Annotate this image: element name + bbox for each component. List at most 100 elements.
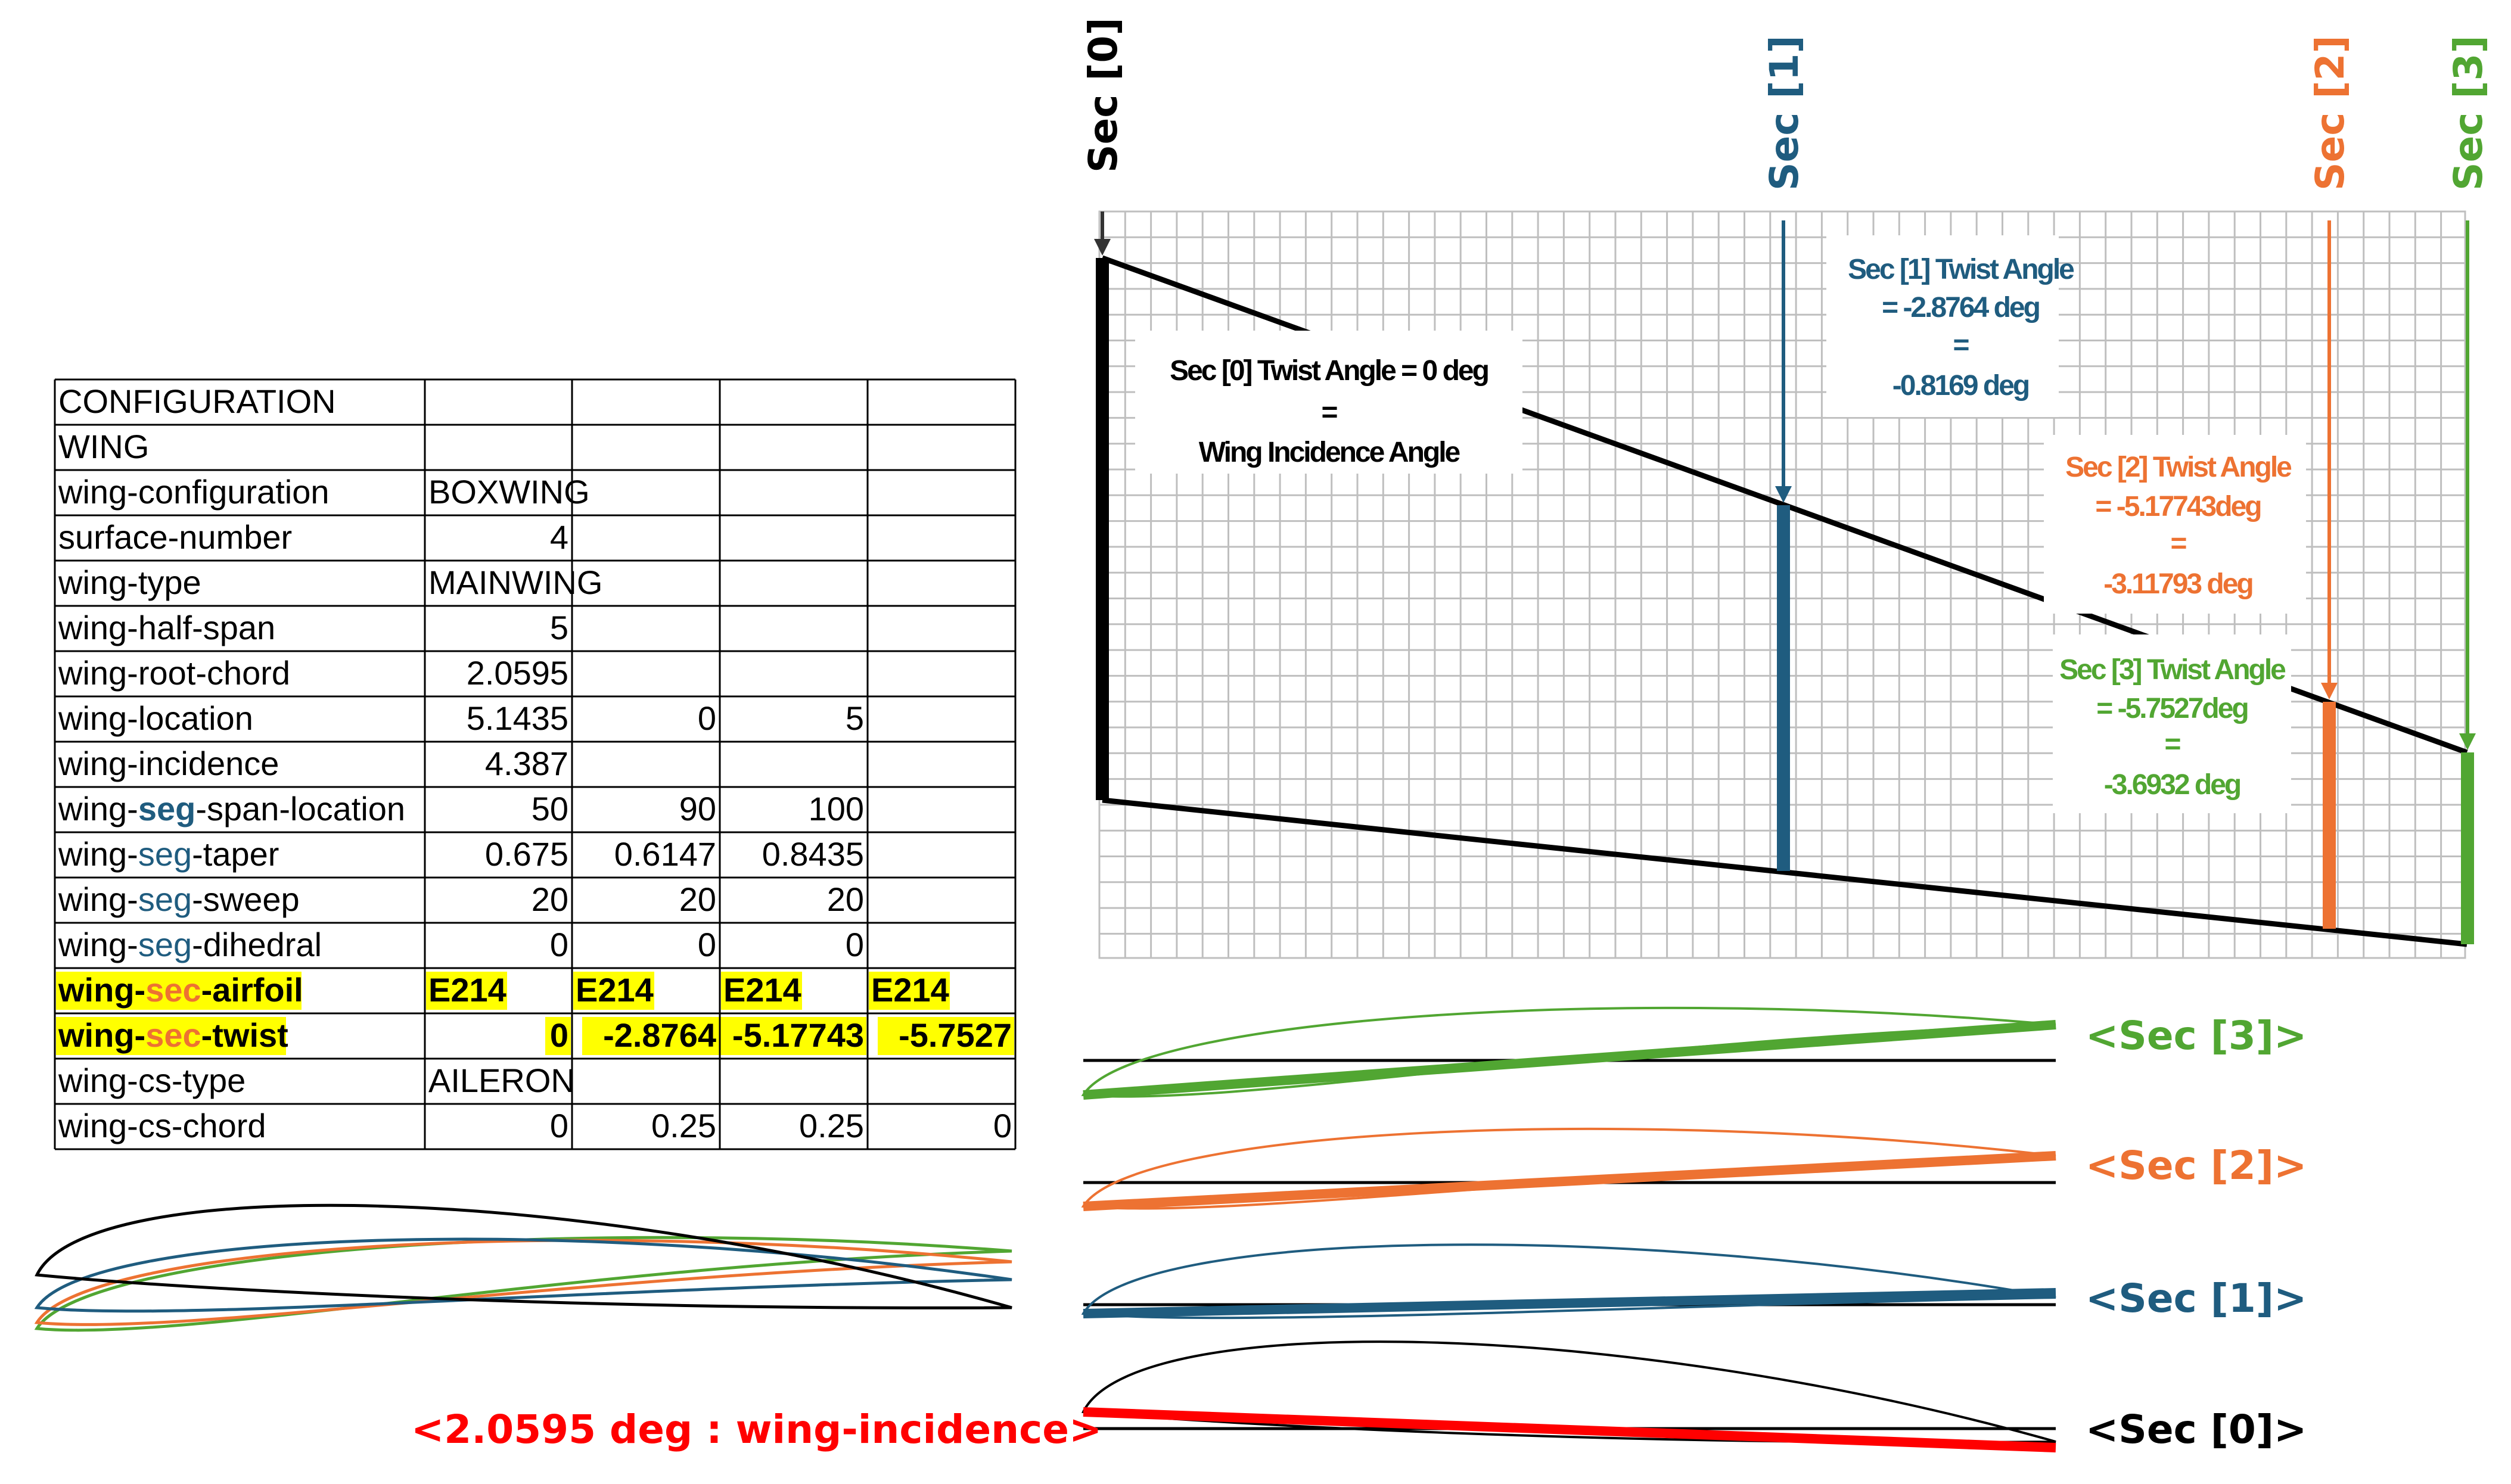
row-label: wing-configuration — [58, 473, 329, 511]
callout-line: Sec [2] Twist Angle — [2065, 452, 2292, 483]
table-cell: 0.25 — [651, 1107, 716, 1144]
row-label: wing-type — [58, 564, 201, 601]
airfoil-label: <Sec [1]> — [2086, 1275, 2307, 1321]
arrow-head — [1094, 239, 1111, 256]
chord-line — [1083, 1151, 2056, 1211]
overlay-airfoil — [34, 1239, 1012, 1327]
row-label-part: wing- — [58, 926, 138, 963]
callout-line: = — [1953, 329, 1969, 361]
row-label-part: surface-number — [58, 518, 292, 556]
section-chord — [1777, 505, 1790, 871]
row-label-part: wing-incidence — [58, 745, 279, 782]
table-cell: 20 — [827, 881, 864, 918]
table-cell: E214 — [576, 971, 654, 1009]
table-cell: 0.25 — [799, 1107, 864, 1144]
row-label-part: wing-location — [58, 699, 253, 737]
row-label-part: -dihedral — [192, 926, 322, 963]
row-label-part: seg — [138, 835, 192, 873]
airfoil-label: <Sec [2]> — [2086, 1143, 2307, 1189]
row-label-part: wing-configuration — [58, 473, 329, 511]
row-label-part: -airfoil — [201, 971, 303, 1009]
table-cell: 0.8435 — [762, 835, 864, 873]
row-label-part: wing-type — [58, 564, 201, 601]
callout-line: = — [2170, 528, 2186, 559]
callout-line: = -2.8764 deg — [1882, 292, 2040, 323]
trailing-edge — [1102, 797, 2468, 947]
table-cell: 0.675 — [485, 835, 568, 873]
table-cell: 0 — [550, 926, 568, 963]
table-cell: 4 — [550, 518, 568, 556]
table-cell: 20 — [679, 881, 716, 918]
row-label: wing-sec-twist — [58, 1016, 288, 1054]
table-cell: 100 — [809, 790, 864, 827]
table-cell: -2.8764 — [603, 1016, 716, 1054]
callout-line: Sec [0] Twist Angle = 0 deg — [1170, 355, 1488, 387]
arrow-head — [2459, 733, 2476, 750]
row-label-part: -sweep — [192, 881, 300, 918]
table-cell: 5 — [550, 609, 568, 646]
section-chord — [2323, 702, 2336, 929]
row-label-part: -taper — [192, 835, 279, 873]
callout-line: = -5.7527deg — [2096, 693, 2248, 724]
table-cell: E214 — [871, 971, 949, 1009]
callout-box — [1135, 331, 1522, 474]
section-markers: Sec [0] Sec [1] Sec [2] Sec [3] — [1080, 17, 2491, 944]
section-label: Sec [3] — [2445, 35, 2491, 191]
arrow-head — [2321, 683, 2338, 699]
row-label: wing-seg-dihedral — [58, 926, 322, 963]
callout-box — [2053, 634, 2291, 813]
highlight — [711, 1017, 866, 1055]
highlight — [545, 1017, 571, 1055]
row-label-part: wing- — [58, 1016, 145, 1054]
overlay-airfoil — [34, 1237, 1012, 1313]
arrow-head — [1775, 486, 1792, 503]
overlay-airfoil — [34, 1236, 1012, 1332]
table-cell: AILERON — [428, 1062, 575, 1099]
row-label-part: seg — [138, 790, 196, 827]
table-cell: 0.6147 — [614, 835, 716, 873]
twist-callouts: Sec [0] Twist Angle = 0 deg = Wing Inciden… — [1135, 235, 2306, 813]
table-cell: 0 — [550, 1107, 568, 1144]
section-airfoils: <Sec [0]> <Sec [1]> <Sec [2]> <Sec [3]> <2.0… — [411, 1006, 2307, 1452]
callout-line: Wing Incidence Angle — [1199, 437, 1460, 468]
callout-line: -3.6932 deg — [2104, 769, 2240, 801]
table-cell: BOXWING — [428, 473, 590, 511]
table-cell: 4.387 — [485, 745, 568, 782]
row-label-part: sec — [145, 971, 201, 1009]
row-label: WING — [58, 428, 149, 465]
row-label: wing-seg-taper — [58, 835, 279, 873]
table-cell: 0 — [698, 699, 716, 737]
row-label: wing-sec-airfoil — [58, 971, 303, 1009]
table-cell: -5.17743 — [732, 1016, 864, 1054]
table-cell: 90 — [679, 790, 716, 827]
highlight — [869, 972, 950, 1010]
chord-line — [1083, 1020, 2056, 1100]
callout-line: = — [2164, 729, 2180, 760]
row-label-part: -span-location — [195, 790, 405, 827]
row-label: wing-cs-type — [58, 1062, 245, 1099]
row-label: CONFIGURATION — [58, 382, 336, 420]
row-label: wing-cs-chord — [58, 1107, 266, 1144]
table-cell: 0 — [993, 1107, 1012, 1144]
row-label-part: -twist — [201, 1016, 288, 1054]
section-label: Sec [2] — [2307, 35, 2353, 191]
row-label: wing-location — [58, 699, 253, 737]
highlight — [878, 1017, 1014, 1055]
row-label: surface-number — [58, 518, 292, 556]
row-label: wing-seg-sweep — [58, 881, 300, 918]
row-label-part: wing-half-span — [58, 609, 275, 646]
section-label: Sec [0] — [1080, 17, 1126, 173]
highlight — [426, 972, 507, 1010]
row-label-part: sec — [145, 1016, 201, 1054]
parameter-table: CONFIGURATION WING wing-configuration BOXWI… — [54, 378, 1017, 1150]
table-cell: E214 — [723, 971, 801, 1009]
row-label-part: seg — [138, 881, 192, 918]
callout-line: -0.8169 deg — [1892, 370, 2029, 402]
row-label-part: wing-root-chord — [58, 654, 290, 692]
table-cell: 50 — [532, 790, 568, 827]
section-chord — [1096, 258, 1109, 800]
row-label: wing-seg-span-location — [58, 790, 405, 827]
table-cell: 0 — [550, 1016, 568, 1054]
table-cell: 0 — [698, 926, 716, 963]
